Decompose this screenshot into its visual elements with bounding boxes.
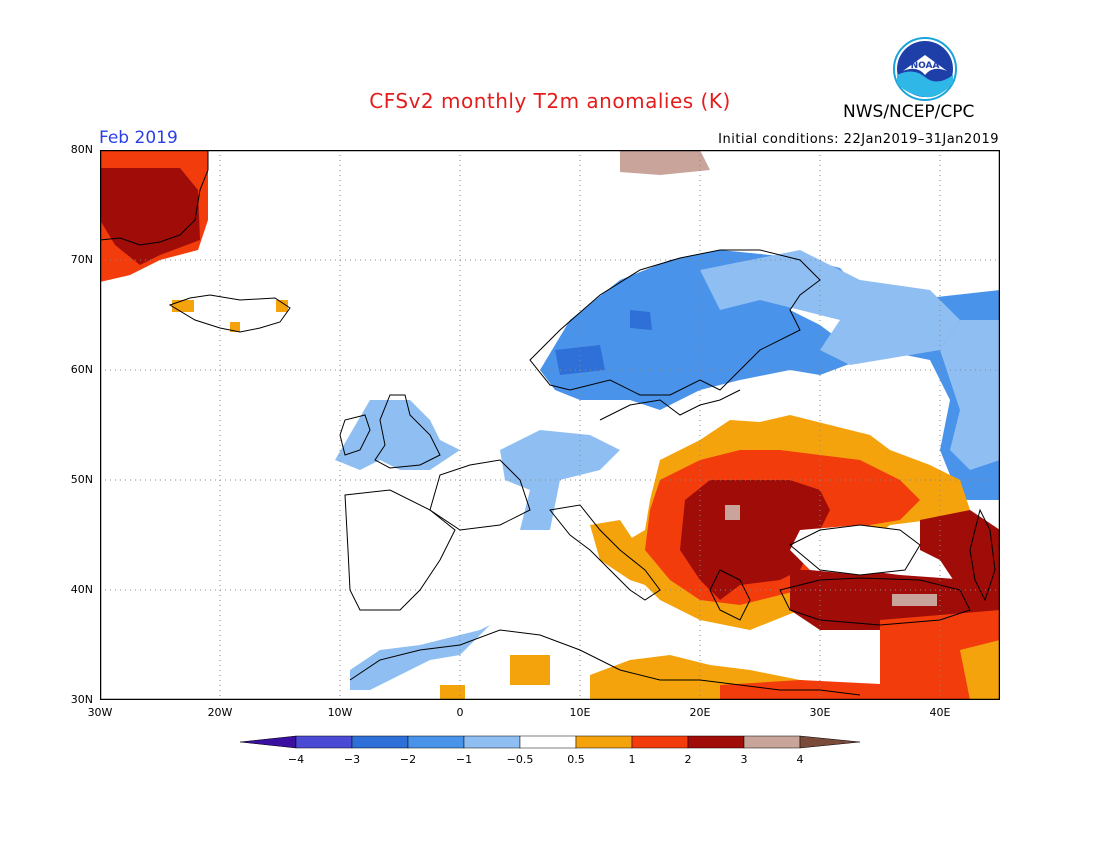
lat-label-50n: 50N xyxy=(70,473,93,486)
france-coast xyxy=(429,459,531,531)
lat-label-70n: 70N xyxy=(70,253,93,266)
noaa-logo-icon: NOAA xyxy=(893,37,957,101)
iceland-coast xyxy=(168,294,291,333)
map-title: CFSv2 monthly T2m anomalies (K) xyxy=(369,89,731,113)
lon-label-30e: 30E xyxy=(809,706,831,719)
colorbar-bin-9 xyxy=(743,735,801,749)
colorbar-label-minus4: −4 xyxy=(287,753,305,766)
algeria-warm-patch xyxy=(440,685,465,700)
iceland-warm-patch-3 xyxy=(276,300,288,312)
scandinavia-strong-cold-region-2 xyxy=(630,310,652,330)
colorbar-high-arrow xyxy=(799,735,860,749)
lat-label-30n: 30N xyxy=(70,693,93,706)
lon-label-20w: 20W xyxy=(207,706,233,719)
middle-east-moderate-warm xyxy=(960,640,1000,700)
colorbar-bin-2 xyxy=(351,735,409,749)
colorbar-bin-8 xyxy=(687,735,745,749)
colorbar-bin-1 xyxy=(295,735,353,749)
colorbar-low-arrow xyxy=(240,735,297,749)
lon-label-0: 0 xyxy=(456,706,464,719)
black-sea-coast xyxy=(789,524,921,576)
caspian-coast xyxy=(969,508,996,602)
greece-coast xyxy=(709,569,751,621)
lat-label-60n: 60N xyxy=(70,363,93,376)
colorbar-bin-6 xyxy=(575,735,633,749)
iberia-coast xyxy=(344,489,456,611)
lon-label-40e: 40E xyxy=(929,706,951,719)
north-africa-cold-region xyxy=(350,625,490,690)
russia-weak-cold-region xyxy=(700,250,960,365)
graticule xyxy=(100,150,1000,700)
britain-coast xyxy=(374,394,441,469)
anomaly-map xyxy=(100,150,1000,700)
map-border xyxy=(100,150,1000,700)
turkey-brown-patch xyxy=(892,594,937,606)
valid-month: Feb 2019 xyxy=(99,128,178,148)
initial-conditions: Initial conditions: 22Jan2019–31Jan2019 xyxy=(718,132,999,147)
logo-text: NOAA xyxy=(911,61,940,71)
coastlines xyxy=(100,150,996,696)
colorbar-bin-7 xyxy=(631,735,689,749)
lon-label-20e: 20E xyxy=(689,706,711,719)
lon-label-30w: 30W xyxy=(87,706,113,719)
colorbar-label-4: 4 xyxy=(796,753,804,766)
colorbar-bin-3 xyxy=(407,735,465,749)
colorbar-label-minus1: −1 xyxy=(455,753,473,766)
colorbar-label-2: 2 xyxy=(684,753,692,766)
svalbard-brown-patch xyxy=(620,150,710,175)
lon-label-10e: 10E xyxy=(569,706,591,719)
balkans-brown-patch xyxy=(725,505,740,520)
black-sea-neutral-area xyxy=(790,525,920,575)
lon-label-10w: 10W xyxy=(327,706,353,719)
scandinavia-coast xyxy=(529,249,821,396)
agency-label: NWS/NCEP/CPC xyxy=(843,102,975,122)
colorbar-label-3: 3 xyxy=(740,753,748,766)
colorbar-bin-4 xyxy=(463,735,521,749)
russia-weak-cold-region-2 xyxy=(940,320,1000,470)
anomaly-fields xyxy=(100,150,1000,700)
north-africa-coast xyxy=(349,629,861,696)
italy-coast xyxy=(549,504,661,601)
colorbar-label-minus2: −2 xyxy=(399,753,417,766)
ireland-coast xyxy=(339,414,371,456)
iceland-warm-patch xyxy=(172,300,194,312)
greenland-strong-warm-region xyxy=(100,168,200,265)
sahara-warm-patch xyxy=(510,655,550,685)
colorbar xyxy=(240,735,860,749)
baltic-coast xyxy=(599,389,741,421)
colorbar-label-minus3: −3 xyxy=(343,753,361,766)
colorbar-label-0-5: 0.5 xyxy=(567,753,585,766)
iceland-warm-patch-2 xyxy=(230,322,240,332)
greenland-coast xyxy=(100,150,209,246)
colorbar-bin-5 xyxy=(519,735,577,749)
colorbar-label-1: 1 xyxy=(628,753,636,766)
turkey-coast xyxy=(779,577,971,626)
colorbar-label-minus0-5: −0.5 xyxy=(506,753,534,766)
lat-label-80n: 80N xyxy=(70,143,93,156)
lat-label-40n: 40N xyxy=(70,583,93,596)
